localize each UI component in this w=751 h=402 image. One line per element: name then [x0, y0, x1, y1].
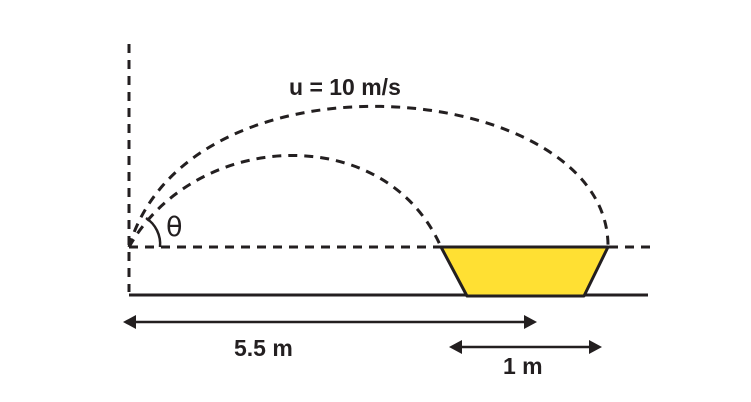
width-arrow: [449, 340, 602, 354]
speed-label: u = 10 m/s: [289, 74, 401, 100]
basket: [439, 245, 610, 298]
angle-arc: [145, 216, 162, 248]
upper-trajectory: [127, 104, 610, 248]
width-label: 1 m: [503, 353, 543, 379]
lower-trajectory: [127, 154, 443, 248]
distance-arrow: [123, 315, 537, 329]
distance-label: 5.5 m: [234, 335, 293, 361]
angle-label: θ: [166, 212, 183, 243]
